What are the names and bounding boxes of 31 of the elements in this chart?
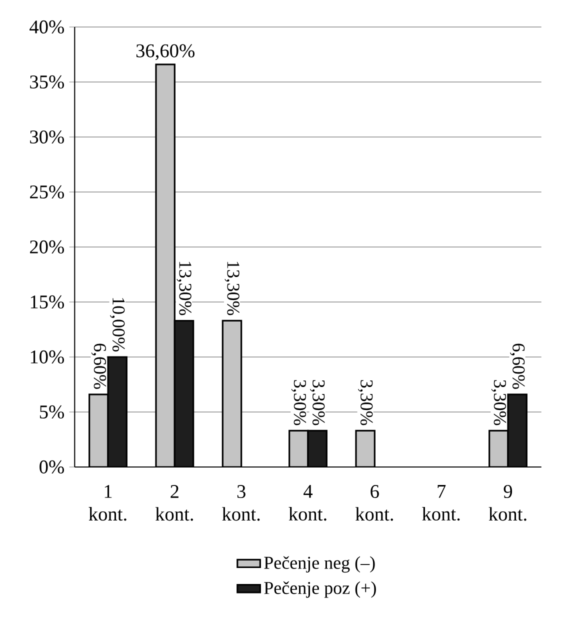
bar [222,320,242,467]
y-tick-label: 5% [40,405,64,419]
y-tick-label: 40% [29,20,64,34]
y-tick-label: 20% [30,240,64,254]
y-tick-label: 25% [30,185,64,199]
data-label: 6,60% [510,344,524,389]
bar [174,320,194,467]
x-tick-label: 7 kont. [422,485,460,521]
data-label: 6,60% [91,344,106,389]
x-tick-label: 2 kont. [155,485,193,521]
y-tick-label: 10% [30,350,64,364]
bar [154,64,176,467]
y-tick-label: 30% [30,130,64,144]
data-label: 13,30% [176,262,192,316]
data-label: 3,30% [291,380,306,426]
data-label: 3,30% [358,380,372,426]
legend-label: Pečenje poz (+) [264,581,376,598]
data-label: 13,30% [224,262,240,316]
x-tick-label: 1 kont. [88,485,126,521]
x-tick-label: 4 kont. [288,485,326,521]
y-tick-label: 15% [30,295,64,309]
x-tick-label: 3 kont. [222,485,260,521]
y-tick-label: 0% [39,460,64,474]
data-label: 3,30% [491,380,506,426]
x-tick-label: 9 kont. [488,485,526,521]
data-label: 36,60% [136,44,194,60]
x-tick-label: 6 kont. [355,485,393,521]
y-tick-label: 35% [30,75,64,89]
data-label: 3,30% [310,380,324,426]
legend-label: Pečenje neg (–) [264,556,375,573]
data-label: 10,00% [110,298,124,352]
